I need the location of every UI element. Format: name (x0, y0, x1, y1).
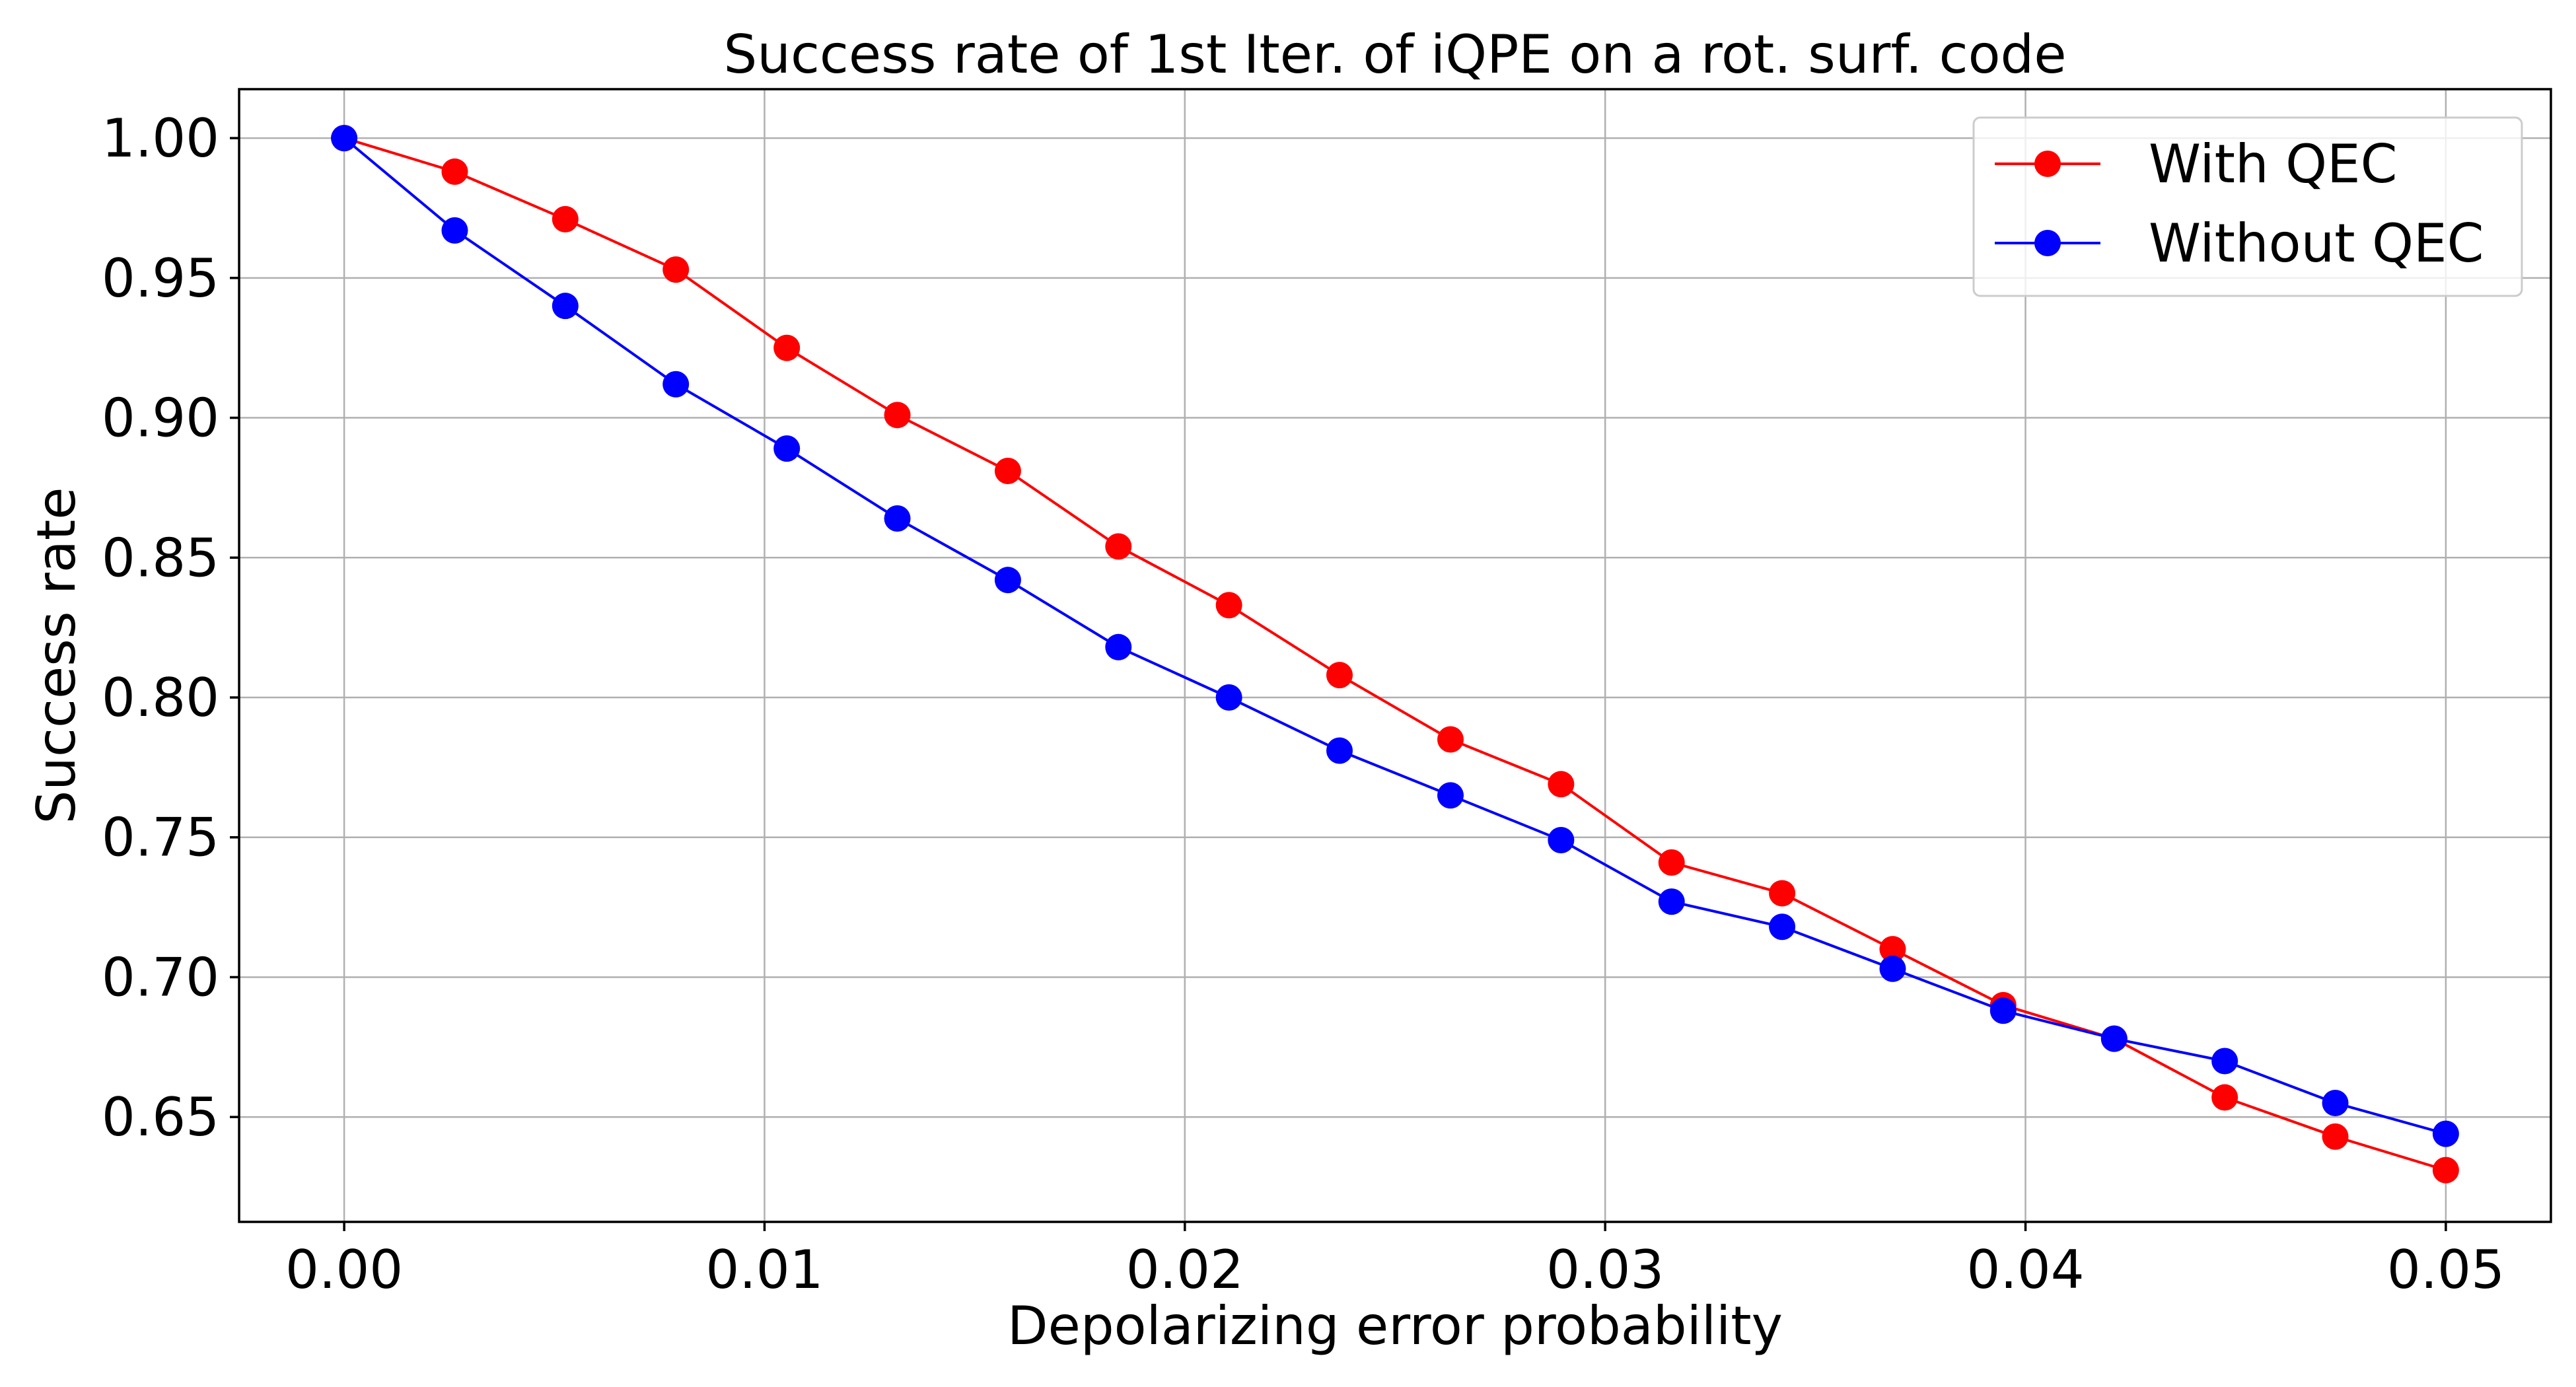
data-point-with-qec (1215, 592, 1242, 619)
data-point-without-qec (331, 125, 358, 152)
data-point-with-qec (1658, 849, 1685, 876)
axis-ticks: 0.00 0.01 0.02 0.03 0.04 0.05 0.65 0.70 0.75 0.80… (102, 108, 2505, 1300)
data-point-without-qec (1437, 782, 1464, 809)
data-point-without-qec (1548, 826, 1575, 853)
x-axis-title: Depolarizing error probability (1007, 1295, 1783, 1357)
data-point-with-qec (552, 205, 579, 232)
data-point-without-qec (884, 505, 911, 532)
data-point-without-qec (2211, 1048, 2238, 1075)
data-point-with-qec (2432, 1156, 2459, 1184)
data-point-with-qec (441, 158, 468, 185)
data-point-with-qec (884, 402, 911, 429)
y-tick-label: 0.80 (102, 667, 219, 729)
data-point-without-qec (1769, 913, 1796, 941)
data-point-without-qec (1989, 997, 2017, 1024)
grid-lines (239, 89, 2551, 1222)
legend-box (1972, 116, 2523, 297)
data-point-with-qec (2211, 1084, 2238, 1111)
data-point-with-qec (1769, 880, 1796, 907)
data-point-without-qec (1326, 737, 1353, 764)
legend: With QEC Without QEC (1972, 116, 2523, 297)
data-point-without-qec (2100, 1025, 2128, 1052)
x-tick-label: 0.03 (1546, 1239, 1664, 1300)
series-line-without-qec (343, 137, 2447, 1135)
data-point-with-qec (994, 458, 1021, 485)
x-tick-label: 0.01 (705, 1239, 823, 1300)
legend-marker-with-qec (2034, 151, 2061, 177)
data-point-without-qec (552, 293, 579, 320)
plot-frame (238, 88, 2552, 1223)
y-tick-label: 0.70 (102, 946, 219, 1008)
legend-marker-without-qec (2034, 230, 2061, 256)
y-axis-title: Success rate (26, 487, 87, 824)
x-tick-label: 0.02 (1126, 1239, 1244, 1300)
y-tick-label: 0.95 (102, 248, 219, 309)
data-point-with-qec (1548, 771, 1575, 798)
y-tick-label: 0.90 (102, 388, 219, 449)
data-point-without-qec (1879, 955, 1906, 982)
series-layer (331, 125, 2459, 1184)
legend-label-with-qec: With QEC (2149, 133, 2397, 195)
data-point-with-qec (773, 334, 801, 361)
data-point-with-qec (1326, 662, 1353, 689)
data-point-without-qec (994, 567, 1021, 594)
data-point-without-qec (2322, 1090, 2349, 1117)
data-point-with-qec (2322, 1123, 2349, 1150)
data-point-with-qec (1437, 726, 1464, 753)
legend-label-without-qec: Without QEC (2149, 213, 2484, 274)
y-tick-label: 0.65 (102, 1086, 219, 1148)
data-point-with-qec (662, 256, 690, 283)
chart-title: Success rate of 1st Iter. of iQPE on a r… (723, 24, 2066, 85)
data-point-without-qec (1215, 684, 1242, 711)
y-tick-label: 1.00 (102, 108, 219, 169)
data-point-without-qec (1658, 888, 1685, 915)
data-point-with-qec (1879, 936, 1906, 963)
data-point-without-qec (662, 371, 690, 398)
data-point-with-qec (1105, 533, 1132, 560)
data-point-without-qec (773, 435, 801, 462)
y-tick-label: 0.75 (102, 807, 219, 869)
data-point-without-qec (2432, 1120, 2459, 1147)
x-tick-label: 0.04 (1966, 1239, 2084, 1300)
data-point-without-qec (441, 217, 468, 244)
data-point-without-qec (1105, 633, 1132, 660)
y-tick-label: 0.85 (102, 527, 219, 588)
x-tick-label: 0.05 (2387, 1239, 2505, 1300)
x-tick-label: 0.00 (285, 1239, 403, 1300)
